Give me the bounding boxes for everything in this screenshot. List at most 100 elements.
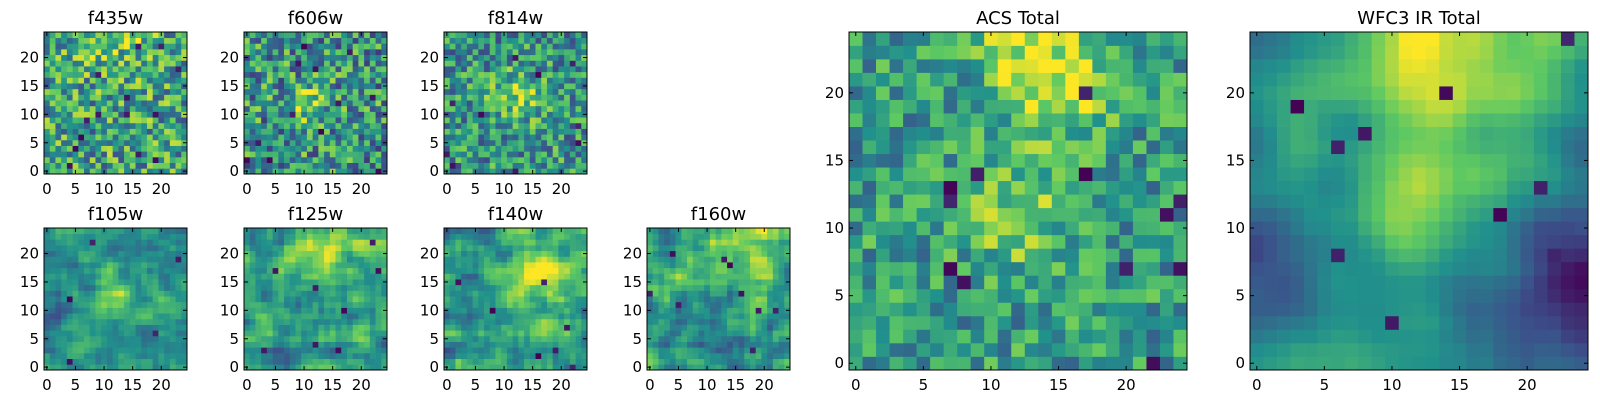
heatmap-cell: [501, 162, 508, 169]
heatmap-cell: [997, 167, 1012, 182]
heatmap-cell: [558, 307, 565, 314]
heatmap-cell: [44, 134, 51, 141]
heatmap-cell: [272, 128, 279, 135]
heatmap-cell: [381, 341, 388, 348]
heatmap-cell: [478, 60, 485, 67]
heatmap-cell: [552, 267, 559, 274]
heatmap-cell: [535, 94, 542, 101]
heatmap-cell: [512, 168, 519, 175]
heatmap-cell: [501, 111, 508, 118]
heatmap-cell: [767, 324, 774, 331]
heatmap-cell: [95, 256, 102, 263]
heatmap-cell: [112, 324, 119, 331]
heatmap-cell: [352, 49, 359, 56]
heatmap-cell: [284, 71, 291, 78]
heatmap-cell: [284, 307, 291, 314]
heatmap-cell: [266, 250, 273, 257]
heatmap-cell: [709, 228, 716, 235]
heatmap-cell: [175, 37, 182, 44]
heatmap-cell: [478, 43, 485, 50]
heatmap-cell: [124, 128, 131, 135]
heatmap-cell: [541, 228, 548, 235]
heatmap-cell: [658, 267, 665, 274]
heatmap-cell: [295, 324, 302, 331]
heatmap-cell: [1051, 356, 1066, 371]
heatmap-cell: [381, 245, 388, 252]
heatmap-cell: [581, 60, 588, 67]
heatmap-cell: [49, 330, 56, 337]
heatmap-cell: [72, 267, 79, 274]
heatmap-cell: [261, 168, 268, 175]
heatmap-cell: [375, 279, 382, 286]
heatmap-cell: [352, 151, 359, 158]
heatmap-cell: [727, 301, 734, 308]
heatmap-cell: [346, 296, 354, 303]
heatmap-cell: [449, 318, 456, 325]
heatmap-cell: [364, 88, 371, 95]
heatmap-cell: [61, 77, 68, 84]
heatmap-cell: [101, 94, 108, 101]
heatmap-cell: [249, 364, 256, 371]
heatmap-cell: [106, 296, 113, 303]
heatmap-cell: [369, 239, 376, 246]
heatmap-cell: [44, 49, 51, 56]
heatmap-cell: [266, 324, 273, 331]
heatmap-cell: [289, 296, 296, 303]
heatmap-cell: [1092, 275, 1107, 290]
heatmap-cell: [146, 228, 154, 235]
heatmap-cell: [341, 273, 348, 280]
heatmap-cell: [455, 273, 462, 280]
heatmap-cell: [118, 318, 125, 325]
heatmap-cell: [1092, 356, 1107, 371]
heatmap-cell: [461, 279, 468, 286]
heatmap-cell: [647, 262, 654, 269]
heatmap-cell: [124, 262, 131, 269]
heatmap-cell: [106, 228, 113, 235]
heatmap-cell: [721, 262, 728, 269]
heatmap-cell: [84, 168, 91, 175]
heatmap-cell: [541, 122, 548, 129]
heatmap-cell: [849, 194, 863, 209]
heatmap-cell: [89, 162, 96, 169]
heatmap-cell: [289, 358, 296, 365]
heatmap-cell: [335, 37, 342, 44]
heatmap-cell: [524, 262, 531, 269]
heatmap-cell: [444, 313, 451, 320]
heatmap-cell: [529, 296, 536, 303]
heatmap-cell: [478, 347, 485, 354]
heatmap-cell: [335, 43, 342, 50]
heatmap-cell: [318, 151, 325, 158]
heatmap-cell: [738, 307, 745, 314]
heatmap-cell: [658, 284, 665, 291]
heatmap-cell: [381, 301, 388, 308]
heatmap-cell: [261, 284, 268, 291]
heatmap-cell: [455, 60, 462, 67]
heatmap-cell: [324, 139, 331, 146]
heatmap-cell: [558, 290, 565, 297]
panel-title-f140w: f140w: [488, 204, 543, 225]
heatmap-cell: [506, 335, 513, 342]
heatmap-cell: [272, 111, 279, 118]
heatmap-cell: [78, 100, 85, 107]
heatmap-cell: [1024, 180, 1039, 195]
heatmap-cell: [558, 71, 565, 78]
heatmap-cell: [169, 279, 176, 286]
heatmap-cell: [461, 324, 468, 331]
heatmap-cell: [84, 358, 91, 365]
heatmap-cell: [664, 256, 671, 263]
heatmap-cell: [118, 139, 125, 146]
heatmap-cell: [158, 284, 165, 291]
heatmap-cell: [506, 256, 513, 263]
heatmap-cell: [169, 341, 176, 348]
heatmap-cell: [569, 54, 576, 61]
heatmap-cell: [306, 233, 313, 240]
heatmap-cell: [512, 94, 519, 101]
heatmap-cell: [552, 284, 559, 291]
heatmap-cell: [709, 335, 716, 342]
heatmap-cell: [181, 32, 188, 39]
heatmap-cell: [329, 60, 336, 67]
heatmap-cell: [278, 267, 285, 274]
heatmap-cell: [301, 313, 308, 320]
heatmap-cell: [535, 239, 542, 246]
heatmap-cell: [761, 262, 768, 269]
